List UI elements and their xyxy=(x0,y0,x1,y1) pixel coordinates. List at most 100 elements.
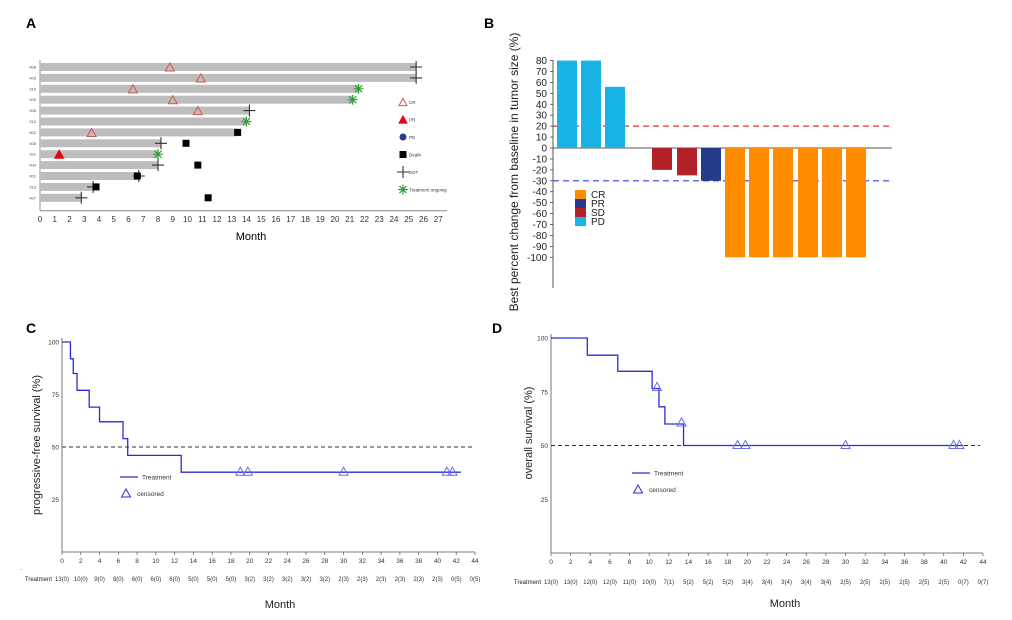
panel-c-risk-prefix: - xyxy=(20,567,22,573)
panel-b-y-tick: -10 xyxy=(533,154,548,165)
panel-d-y-tick: 100 xyxy=(537,336,548,343)
panel-d-x-tick: 8 xyxy=(628,559,632,566)
panel-d-x-tick: 30 xyxy=(842,559,850,566)
panel-d-legend-censored-icon xyxy=(632,483,644,494)
panel-c-risk-count: 2(3) xyxy=(395,577,406,583)
panel-c-x-tick: 8 xyxy=(135,558,139,565)
panel-c-risk-count: 5(0) xyxy=(188,577,199,583)
panel-a-x-tick: 2 xyxy=(67,215,72,224)
panel-c-censored-marker xyxy=(441,466,453,476)
ongoing-marker xyxy=(241,116,252,127)
panel-c-risk-count: 9(0) xyxy=(94,577,105,583)
eot-marker xyxy=(75,191,88,204)
panel-d-y-tick: 50 xyxy=(541,443,549,450)
panel-b-legend-label: CR xyxy=(591,190,605,201)
panel-a-x-tick: 1 xyxy=(53,215,58,224)
panel-d-x-label: Month xyxy=(770,598,801,610)
panel-c-risk-count: 2(3) xyxy=(338,577,349,583)
panel-c-y-tick: 50 xyxy=(52,445,60,452)
panel-b-y-tick: 30 xyxy=(536,111,548,122)
waterfall-bar xyxy=(605,86,625,148)
panel-c-risk-count: 2(3) xyxy=(413,577,424,583)
panel-a-x-tick: 25 xyxy=(404,215,413,224)
panel-b-y-tick: 20 xyxy=(536,122,548,133)
panel-d-risk-count: 2(5) xyxy=(899,580,910,586)
panel-d-censored-marker xyxy=(676,416,687,427)
panel-c-risk-count: 0(5) xyxy=(470,577,481,583)
swimmer-bar xyxy=(40,63,417,71)
panel-c-legend-censored-icon xyxy=(120,487,132,498)
panel-c-risk-count: 3(2) xyxy=(319,577,330,583)
panel-c-x-tick: 6 xyxy=(117,558,121,565)
panel-c-x-tick: 26 xyxy=(302,558,310,565)
swimmer-bar xyxy=(40,182,94,191)
patient-id-label: 005 xyxy=(29,141,36,146)
panel-c-risk-count: 5(0) xyxy=(226,577,237,583)
panel-d-x-tick: 26 xyxy=(803,559,811,566)
panel-b-y-tick: 40 xyxy=(536,100,548,111)
panel-d-x-tick: 40 xyxy=(940,559,948,566)
cr-marker xyxy=(127,83,139,94)
panel-d-risk-count: 3(4) xyxy=(821,580,832,586)
panel-b-legend-label: PD xyxy=(591,217,605,228)
panel-b-legend-swatch xyxy=(575,208,586,217)
panel-d-y-tick: 25 xyxy=(541,497,549,504)
panel-a-x-tick: 4 xyxy=(97,215,102,224)
panel-a-x-tick: 15 xyxy=(257,215,266,224)
panel-a-x-tick: 24 xyxy=(390,215,399,224)
panel-a-x-label: Month xyxy=(236,231,267,243)
panel-b-y-tick: 60 xyxy=(536,78,548,89)
panel-c-x-tick: 16 xyxy=(209,558,217,565)
panel-d-risk-count: 2(5) xyxy=(919,580,930,586)
panel-a-x-tick: 8 xyxy=(156,215,161,224)
panel-b-y-tick: -30 xyxy=(533,176,548,187)
legend-label: PR xyxy=(409,118,416,123)
patient-id-label: 006 xyxy=(29,108,36,113)
panel-d-risk-count: 12(0) xyxy=(603,580,617,586)
panel-c-x-tick: 24 xyxy=(284,558,292,565)
panel-c-censored-marker xyxy=(234,466,246,476)
panel-d-x-tick: 4 xyxy=(588,559,592,566)
legend-pr-icon xyxy=(398,114,408,124)
panel-c-risk-count: 6(0) xyxy=(151,577,162,583)
panel-d-censored-marker xyxy=(740,439,751,450)
panel-d-risk-count: 2(5) xyxy=(860,580,871,586)
panel-d-x-tick: 16 xyxy=(704,559,712,566)
panel-d-x-tick: 6 xyxy=(608,559,612,566)
panel-c-survival-curve xyxy=(62,341,461,473)
panel-d-risk-count: 3(4) xyxy=(801,580,812,586)
panel-c-risk-count: 0(5) xyxy=(451,577,462,583)
panel-d-risk-count: 5(2) xyxy=(703,580,714,586)
panel-c-y-tick: 75 xyxy=(52,392,60,399)
panel-d-censored-marker xyxy=(651,381,663,391)
panel-d-x-tick: 34 xyxy=(881,559,889,566)
death-marker xyxy=(133,172,141,180)
panel-b-y-tick: -50 xyxy=(533,198,548,209)
swimmer-bar xyxy=(40,161,158,170)
swimmer-bar xyxy=(40,106,250,115)
panel-d-censored-marker xyxy=(732,439,743,450)
panel-b-label: B xyxy=(484,15,494,31)
waterfall-bar xyxy=(773,148,793,258)
patient-id-label: 012 xyxy=(29,119,36,124)
panel-d-x-tick: 36 xyxy=(901,559,909,566)
patient-id-label: 009 xyxy=(29,97,36,102)
ongoing-marker xyxy=(153,149,163,160)
panel-c-risk-count: 3(2) xyxy=(244,577,255,583)
panel-c-legend-line-label: Treatment xyxy=(142,475,172,482)
panel-b-y-tick: -60 xyxy=(533,209,548,220)
legend-pd-icon xyxy=(399,133,407,141)
panel-a-x-tick: 23 xyxy=(375,215,384,224)
cr-marker xyxy=(167,94,179,105)
panel-c-risk-count: 2(3) xyxy=(432,577,443,583)
panel-a-x-tick: 19 xyxy=(316,215,325,224)
waterfall-bar xyxy=(725,148,745,258)
panel-b-y-tick: -80 xyxy=(533,231,548,242)
panel-c-x-tick: 42 xyxy=(453,558,461,565)
waterfall-bar xyxy=(557,60,577,149)
panel-c-risk-count: 8(0) xyxy=(113,577,124,583)
panel-c-x-tick: 36 xyxy=(396,558,404,565)
panel-b: B80706050403020100-10-20-30-40-50-60-70-… xyxy=(484,15,892,311)
legend-label: EOT xyxy=(409,170,419,175)
panel-c-risk-count: 3(2) xyxy=(282,577,293,583)
